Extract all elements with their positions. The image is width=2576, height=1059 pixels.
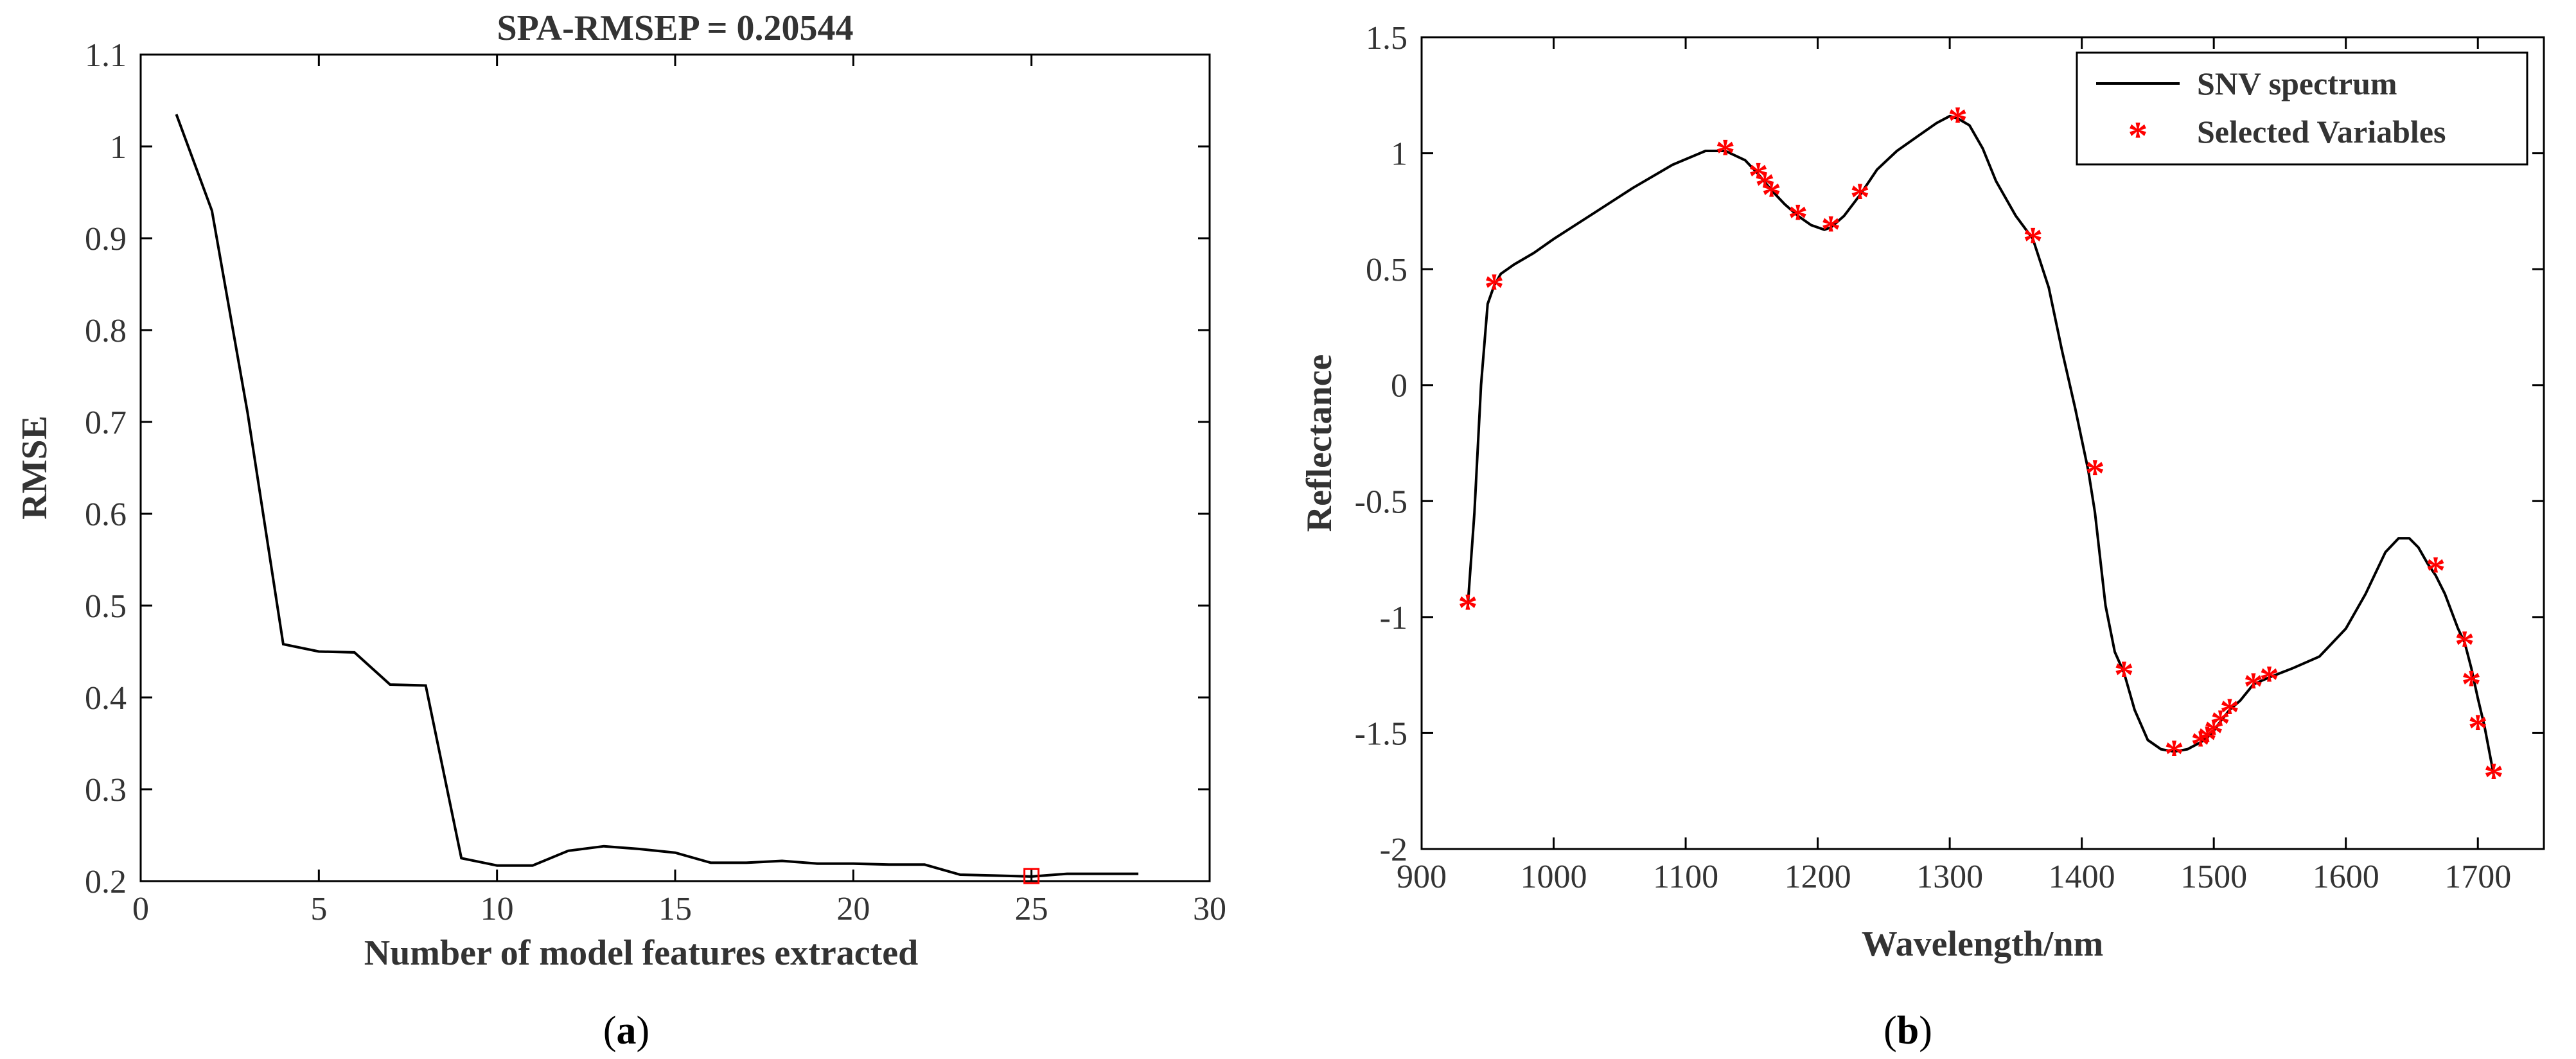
plot-area-a: [139, 53, 1211, 882]
selected-variable-marker: *: [1850, 176, 1870, 220]
x-tick-label: 15: [658, 891, 692, 927]
selected-variable-marker: *: [2468, 707, 2488, 751]
y-tick-label: 0.3: [85, 772, 127, 809]
y-tick-label: 0.7: [85, 405, 127, 441]
y-tick-label: 1.5: [1366, 20, 1407, 57]
caption-letter-b: b: [1897, 1009, 1919, 1053]
selected-variable-marker: *: [2023, 220, 2043, 263]
y-tick-label: 0.2: [85, 864, 127, 900]
y-tick-label: 1: [1391, 136, 1407, 173]
x-tick-label: 1600: [2313, 859, 2379, 895]
y-tick-label: -1.5: [1355, 715, 1407, 752]
optimal-point-marker: [1023, 868, 1040, 884]
selected-variable-marker: *: [1715, 132, 1735, 175]
selected-variable-marker: *: [2461, 663, 2481, 706]
selected-variable-marker: *: [2164, 732, 2184, 776]
selected-variable-marker: *: [2455, 624, 2475, 667]
selected-variable-marker: *: [1749, 155, 1769, 198]
snv-spectrum-line: [1466, 114, 2495, 775]
x-axis-label-a: Number of model features extracted: [364, 933, 919, 973]
y-tick-label: -2: [1380, 832, 1407, 868]
y-tick-label: 0.6: [85, 496, 127, 533]
x-tick-label: 25: [1015, 891, 1048, 927]
legend: SNV spectrum * Selected Variables: [2076, 51, 2528, 166]
y-tick-label: 0: [1391, 368, 1407, 405]
x-tick-label: 1300: [1916, 859, 1983, 895]
x-axis-label-b: Wavelength/nm: [1862, 924, 2103, 964]
selected-variable-marker: *: [1485, 266, 1504, 310]
legend-star-swatch: *: [2128, 114, 2148, 158]
y-tick-label: 0.5: [1366, 252, 1407, 288]
legend-label-selected: Selected Variables: [2197, 114, 2446, 150]
selected-variable-marker: *: [2085, 451, 2105, 495]
selected-variable-marker: *: [1948, 99, 1968, 143]
rmse-chart: SPA-RMSEP = 0.20544 Number of model feat…: [15, 8, 1226, 1053]
y-tick-label: 1: [110, 129, 127, 166]
y-axis-label-b: Reflectance: [1300, 354, 1339, 532]
x-tick-label: 1700: [2444, 859, 2511, 895]
y-axis-label-a: RMSE: [15, 416, 55, 520]
x-tick-label: 30: [1193, 891, 1226, 927]
selected-variable-marker: *: [2204, 712, 2224, 755]
y-tick-label: 0.5: [85, 588, 127, 625]
legend-label-snv: SNV spectrum: [2197, 66, 2397, 101]
selected-variable-marker: *: [2426, 549, 2446, 593]
x-tick-label: 20: [836, 891, 870, 927]
selected-variable-marker: *: [2210, 702, 2230, 746]
tick-labels-b: 900 1000 1100 1200 1300 1400 1500 1600 1700 -2 -1.…: [1355, 20, 2544, 895]
rmse-line: [175, 114, 1139, 878]
selected-variable-marker: *: [1788, 197, 1808, 240]
selected-variable-marker: *: [1821, 208, 1841, 252]
selected-variable-marker: *: [2191, 723, 2210, 767]
y-tick-label: 0.4: [85, 680, 127, 717]
series-layer-b: ******* ******* ************: [1458, 99, 2503, 799]
x-tick-label: 900: [1397, 859, 1447, 895]
selected-variable-marker: *: [1755, 164, 1775, 208]
selected-variable-marker: *: [1761, 173, 1781, 217]
caption-open-b: (: [1883, 1009, 1897, 1053]
x-tick-label: 0: [132, 891, 149, 927]
selected-variable-marker: *: [2219, 690, 2239, 734]
x-tick-label: 1400: [2049, 859, 2115, 895]
y-tick-label: 1.1: [85, 37, 127, 74]
y-tick-label: -1: [1380, 600, 1407, 636]
caption-open-a: (: [603, 1009, 617, 1053]
caption-close-b: ): [1919, 1009, 1932, 1053]
x-tick-label: 1100: [1653, 859, 1718, 895]
x-tick-label: 10: [481, 891, 514, 927]
spectrum-chart: Wavelength/nm Reflectance 900 1000 1100 120…: [1300, 20, 2545, 1053]
y-tick-label: -0.5: [1355, 484, 1407, 520]
series-layer-a: [175, 114, 1139, 884]
selected-variable-marker: *: [2243, 665, 2263, 709]
legend-box: [2076, 51, 2528, 166]
selected-variable-marker: *: [2114, 654, 2134, 697]
tick-labels-a: 0 5 10 15 20 25 30 0.2 0.3 0.4 0.5 0.6 0.7 0.8 0.9 1 1.1: [85, 37, 1226, 927]
caption-a: (a): [603, 1009, 649, 1053]
x-tick-label: 1000: [1521, 859, 1587, 895]
plot-area-b: [1420, 36, 2545, 850]
y-tick-label: 0.9: [85, 221, 127, 258]
caption-letter-a: a: [617, 1009, 637, 1053]
x-tick-label: 5: [310, 891, 327, 927]
caption-b: (b): [1883, 1009, 1932, 1053]
caption-close-a: ): [637, 1009, 650, 1053]
selected-variable-marker: *: [2259, 658, 2279, 702]
y-tick-label: 0.8: [85, 313, 127, 349]
chart-title-a: SPA-RMSEP = 0.20544: [497, 8, 853, 48]
selected-variable-marker: *: [1458, 586, 1478, 630]
selected-variable-marker: *: [2197, 719, 2217, 762]
selected-variable-marker: *: [2483, 755, 2503, 799]
x-tick-label: 1200: [1785, 859, 1851, 895]
x-tick-label: 1500: [2180, 859, 2247, 895]
